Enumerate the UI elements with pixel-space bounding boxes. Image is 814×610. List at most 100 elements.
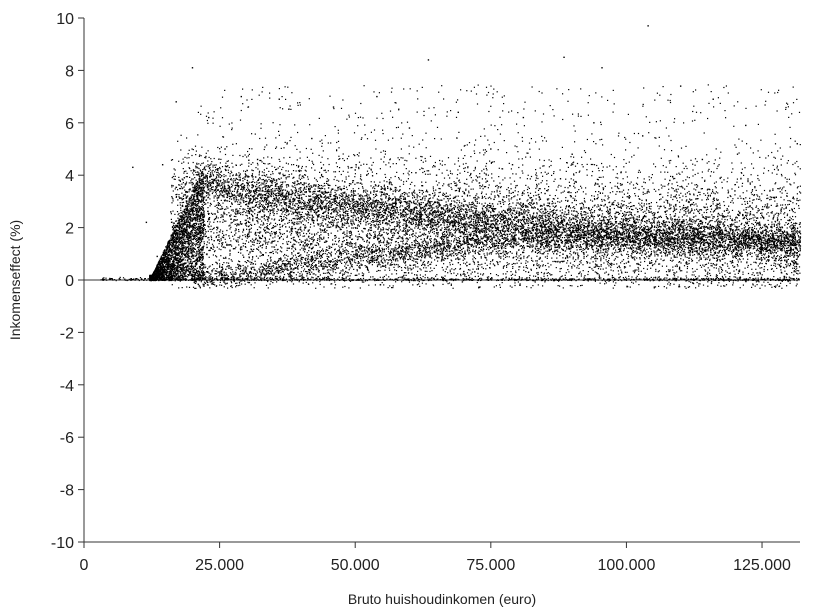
scatter-dot xyxy=(735,279,737,282)
scatter-dot xyxy=(477,216,479,218)
scatter-dot xyxy=(736,277,738,279)
scatter-dot xyxy=(389,278,392,280)
scatter-dot xyxy=(264,207,266,209)
scatter-dot xyxy=(741,279,743,281)
scatter-dot xyxy=(296,191,298,193)
scatter-dot xyxy=(124,279,126,281)
scatter-dot xyxy=(174,258,176,260)
scatter-dot xyxy=(173,233,175,235)
scatter-dot xyxy=(748,228,750,231)
scatter-dot xyxy=(528,277,530,279)
scatter-dot xyxy=(474,207,476,209)
scatter-dot xyxy=(180,267,182,269)
scatter-dot xyxy=(702,249,704,251)
scatter-dot xyxy=(520,279,522,281)
scatter-dot xyxy=(190,238,192,240)
scatter-dot xyxy=(162,251,164,253)
scatter-dot xyxy=(166,248,168,250)
scatter-dot xyxy=(182,242,184,244)
scatter-dot xyxy=(172,277,174,279)
scatter-dot xyxy=(171,272,173,274)
scatter-dot xyxy=(175,235,177,237)
scatter-dot xyxy=(285,278,287,280)
scatter-dot xyxy=(184,213,186,215)
scatter-dot xyxy=(270,192,273,194)
scatter-dot xyxy=(411,279,413,282)
scatter-dot xyxy=(144,278,146,280)
scatter-dot xyxy=(271,277,273,279)
scatter-dot xyxy=(434,224,436,226)
scatter-dot xyxy=(223,189,225,191)
scatter-dot xyxy=(162,264,164,266)
scatter-dot xyxy=(475,194,477,197)
scatter-dot xyxy=(187,203,189,205)
scatter-dot xyxy=(162,253,164,255)
scatter-dot xyxy=(182,231,184,233)
scatter-dot xyxy=(189,262,191,264)
scatter-dot xyxy=(180,274,182,276)
scatter-dot xyxy=(178,251,180,253)
scatter-dot xyxy=(635,277,637,279)
scatter-dot xyxy=(463,279,465,282)
scatter-dot xyxy=(175,240,178,242)
scatter-dot xyxy=(594,210,596,212)
scatter-dot xyxy=(174,244,176,246)
scatter-dot xyxy=(200,242,202,244)
scatter-dot xyxy=(255,279,257,281)
scatter-dot xyxy=(671,224,673,226)
scatter-dot xyxy=(357,205,359,207)
scatter-dot xyxy=(707,279,709,281)
scatter-dot xyxy=(719,236,721,238)
scatter-dot xyxy=(713,279,715,281)
scatter-dot xyxy=(151,279,153,281)
scatter-dot xyxy=(598,277,601,279)
scatter-dot xyxy=(201,206,203,208)
scatter-dot xyxy=(185,255,187,257)
scatter-dot xyxy=(213,279,215,281)
scatter-dot xyxy=(752,278,754,280)
scatter-dot xyxy=(205,195,208,197)
scatter-dot xyxy=(607,279,609,281)
scatter-dot xyxy=(153,276,155,278)
scatter-dot xyxy=(549,211,551,213)
scatter-dot xyxy=(200,234,202,236)
scatter-dot xyxy=(645,278,647,280)
scatter-dot xyxy=(159,277,161,280)
scatter-dot xyxy=(782,279,784,281)
scatter-dot xyxy=(456,202,458,204)
y-tick-label: -4 xyxy=(60,378,74,395)
scatter-dot xyxy=(162,268,164,270)
scatter-dot xyxy=(171,240,173,242)
scatter-dot xyxy=(165,279,167,281)
scatter-dot xyxy=(197,198,199,200)
scatter-dot xyxy=(180,260,183,262)
scatter-dot xyxy=(326,214,328,216)
scatter-dot xyxy=(649,278,651,280)
scatter-dot xyxy=(164,266,166,268)
scatter-dot xyxy=(182,218,184,221)
scatter-dot xyxy=(181,276,184,278)
scatter-dot xyxy=(325,197,327,199)
scatter-dot xyxy=(402,279,405,281)
scatter-dot xyxy=(186,223,188,225)
scatter-dot xyxy=(163,275,165,278)
scatter-dot xyxy=(488,279,490,281)
scatter-dot xyxy=(165,253,167,256)
scatter-dot xyxy=(690,218,692,220)
scatter-dot xyxy=(167,275,169,277)
scatter-dot xyxy=(194,187,196,189)
scatter-dot xyxy=(190,260,192,262)
scatter-dot xyxy=(590,236,592,238)
scatter-dot xyxy=(193,237,195,239)
scatter-dot xyxy=(156,273,158,275)
scatter-dot xyxy=(391,216,393,218)
scatter-dot xyxy=(201,200,203,203)
scatter-dot xyxy=(202,195,204,197)
scatter-dot xyxy=(170,263,172,265)
scatter-dot xyxy=(171,239,174,241)
scatter-dot xyxy=(191,203,193,205)
scatter-dot xyxy=(443,279,445,282)
scatter-dot xyxy=(665,230,667,232)
scatter-dot xyxy=(761,278,763,280)
scatter-dot xyxy=(414,280,416,282)
